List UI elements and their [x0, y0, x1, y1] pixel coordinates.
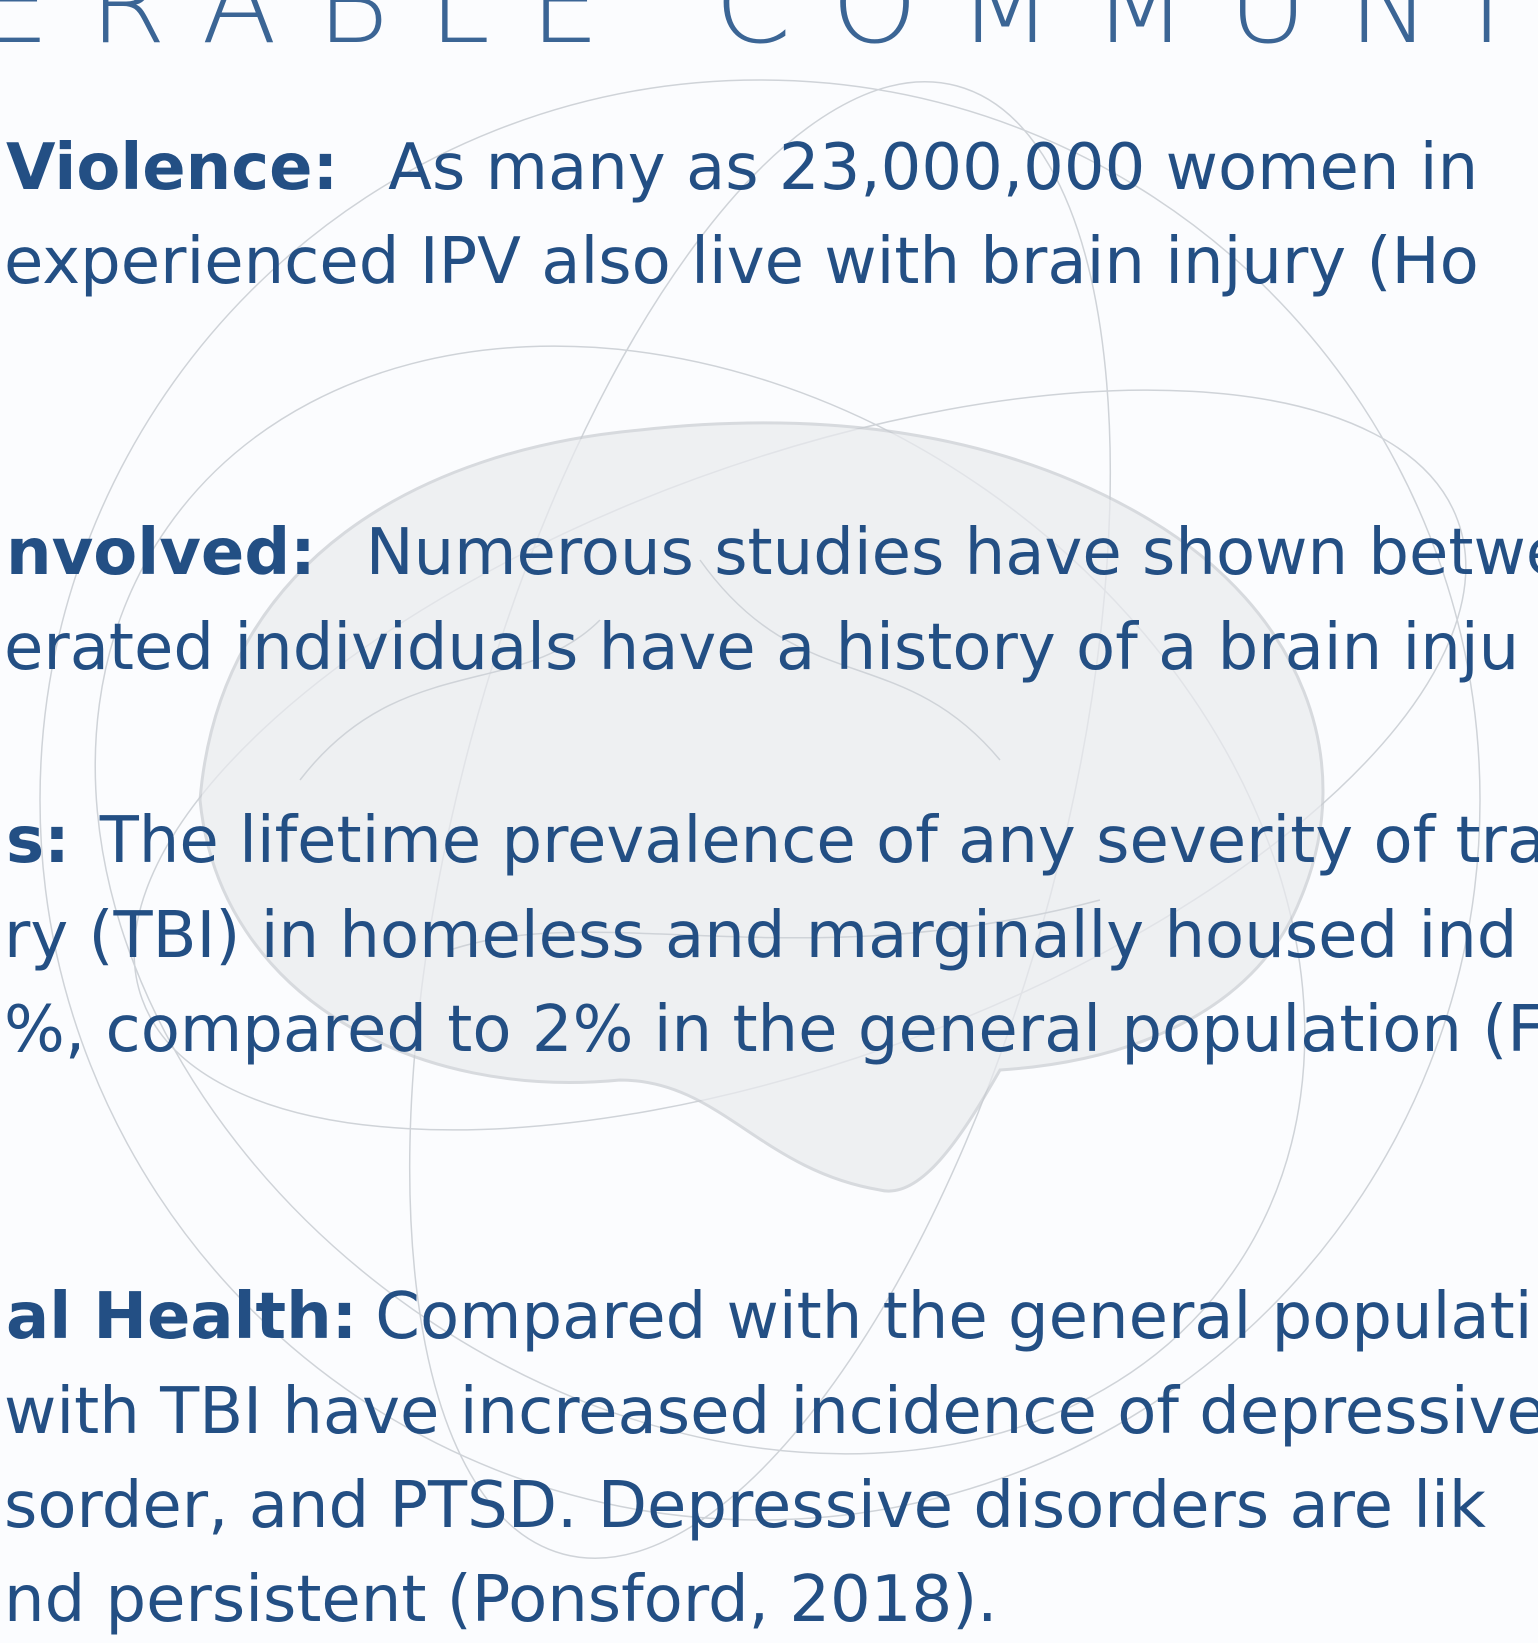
text-line: nd persistent (Ponsford, 2018).	[4, 1563, 998, 1637]
background-art	[39, 79, 1481, 1559]
text-line: erated individuals have a history of a b…	[4, 611, 1519, 685]
text-line: Violence: As many as 23,000,000 women in	[6, 131, 1478, 205]
text-line: nvolved: Numerous studies have shown betw…	[6, 516, 1538, 590]
text-line: s: The lifetime prevalence of any severit…	[6, 804, 1538, 878]
line-text: Numerous studies have shown betwe	[366, 516, 1538, 590]
text-line: with TBI have increased incidence of dep…	[4, 1375, 1538, 1449]
orbit	[39, 79, 1481, 1521]
title: ERABLE COMMUNITIES	[0, 0, 1538, 68]
text-line: al Health: Compared with the general popu…	[6, 1280, 1532, 1354]
line-text: The lifetime prevalence of any severity …	[99, 804, 1538, 878]
line-text: ry (TBI) in homeless and marginally hous…	[4, 899, 1517, 973]
section-label: Violence:	[6, 131, 338, 205]
line-text: with TBI have increased incidence of dep…	[4, 1375, 1538, 1449]
line-text: %, compared to 2% in the general populat…	[4, 993, 1538, 1067]
text-line: experienced IPV also live with brain inj…	[4, 225, 1479, 299]
text-line: ry (TBI) in homeless and marginally hous…	[4, 899, 1517, 973]
text-line: %, compared to 2% in the general populat…	[4, 993, 1538, 1067]
section-label: al Health:	[6, 1280, 357, 1354]
line-text: erated individuals have a history of a b…	[4, 611, 1519, 685]
section-label: s:	[6, 804, 70, 878]
section-label: nvolved:	[6, 516, 316, 590]
line-text: nd persistent (Ponsford, 2018).	[4, 1563, 998, 1637]
brain	[198, 421, 1325, 1193]
line-text: As many as 23,000,000 women in	[388, 131, 1478, 205]
line-text: Compared with the general populati	[375, 1280, 1532, 1354]
line-text: experienced IPV also live with brain inj…	[4, 225, 1479, 299]
brain-fold	[299, 559, 1101, 951]
body-text: Violence: As many as 23,000,000 women in e…	[4, 131, 1538, 1637]
line-text: sorder, and PTSD. Depressive disorders a…	[4, 1469, 1486, 1543]
text-line: sorder, and PTSD. Depressive disorders a…	[4, 1469, 1486, 1543]
